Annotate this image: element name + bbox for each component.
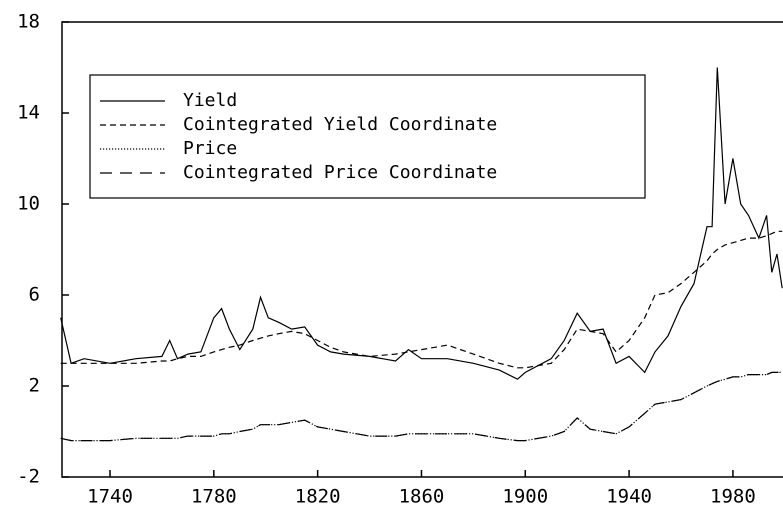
y-tick-label: 14 bbox=[17, 102, 40, 124]
y-tick-label: 10 bbox=[17, 193, 40, 215]
series-line bbox=[60, 230, 783, 369]
series-line bbox=[60, 67, 783, 380]
legend-label: Yield bbox=[183, 90, 237, 111]
legend-label: Price bbox=[183, 138, 237, 159]
y-tick-label: -2 bbox=[17, 466, 40, 488]
series-line bbox=[60, 371, 783, 442]
y-tick-label: 18 bbox=[17, 11, 40, 33]
x-tick-label: 1940 bbox=[606, 486, 652, 508]
y-tick-label: 2 bbox=[29, 375, 40, 397]
y-tick-label: 6 bbox=[29, 284, 40, 306]
legend-label: Cointegrated Yield Coordinate bbox=[183, 114, 497, 135]
x-tick-label: 1820 bbox=[295, 486, 341, 508]
x-tick-label: 1780 bbox=[191, 486, 237, 508]
x-tick-label: 1860 bbox=[399, 486, 445, 508]
legend-box bbox=[89, 74, 646, 199]
legend-label: Cointegrated Price Coordinate bbox=[183, 162, 497, 183]
series-line bbox=[60, 371, 783, 442]
plot-frame bbox=[61, 21, 783, 478]
x-tick-label: 1740 bbox=[87, 486, 133, 508]
x-tick-label: 1980 bbox=[710, 486, 756, 508]
x-tick-label: 1900 bbox=[502, 486, 548, 508]
